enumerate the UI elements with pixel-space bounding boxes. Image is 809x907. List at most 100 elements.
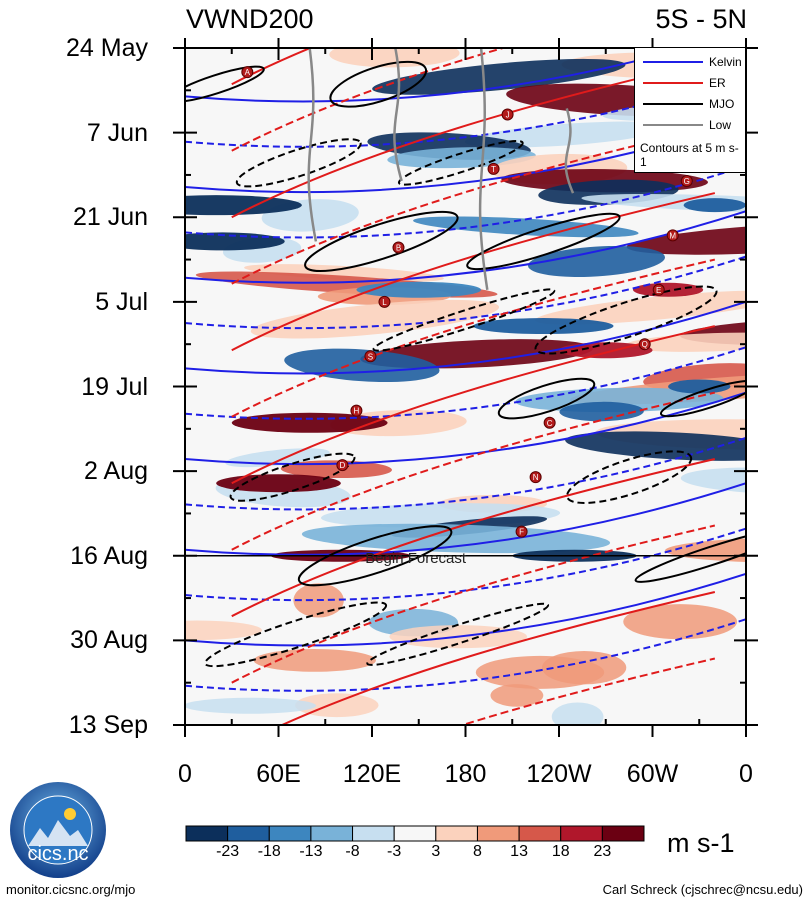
colorbar-swatch: [185, 825, 229, 842]
storm-marker: H: [350, 404, 363, 417]
anomaly-patch: [372, 58, 626, 95]
anomaly-patch: [413, 216, 639, 238]
footer-url[interactable]: monitor.cicsnc.org/mjo: [6, 882, 136, 897]
colorbar-swatch: [560, 825, 603, 842]
y-tick-label: 7 Jun: [86, 118, 148, 147]
er-contour: [231, 48, 313, 86]
colorbar-label: -3: [387, 843, 402, 860]
legend-label: Low: [709, 118, 732, 132]
svg-text:M: M: [669, 231, 676, 240]
colorbar-units: m s-1: [667, 828, 735, 858]
colorbar-swatch: [268, 825, 312, 842]
colorbar-swatch: [227, 825, 270, 842]
anomaly-patch: [680, 467, 746, 495]
kelvin-contour: [185, 527, 746, 602]
kelvin-contour: [185, 482, 746, 556]
x-tick-label: 60W: [626, 760, 679, 788]
x-tick-label: 180: [444, 760, 487, 788]
storm-markers: ABCKLNGSFMHJEDTQ: [241, 66, 707, 538]
anomaly-core: [473, 318, 614, 335]
anomaly-patch: [527, 245, 665, 278]
mjo-contour: [366, 602, 550, 666]
colorbar-swatch: [518, 825, 562, 842]
svg-text:E: E: [656, 286, 661, 295]
contour-legend: Contours at 5 m s-1 Kelvin ER MJO Low: [634, 47, 746, 173]
x-tick-label: 0: [739, 760, 753, 788]
logo-text: cics.nc: [27, 843, 88, 865]
mjo-contour: [659, 379, 746, 418]
svg-text:D: D: [340, 461, 346, 470]
kelvin-contour: [185, 346, 746, 420]
anomaly-patch: [301, 523, 611, 554]
storm-marker: D: [336, 459, 349, 472]
svg-text:N: N: [533, 473, 539, 482]
colorbar-swatch: [393, 825, 437, 842]
low-contour: [478, 48, 489, 290]
svg-text:L: L: [382, 298, 387, 307]
er-contour: [231, 258, 716, 418]
storm-marker: B: [392, 241, 405, 254]
svg-text:J: J: [506, 110, 510, 119]
anomaly-patch: [244, 264, 444, 282]
anomaly-patch: [515, 387, 724, 413]
storm-marker: E: [652, 283, 665, 296]
mjo-contour: [229, 452, 356, 502]
mjo-contour: [566, 450, 693, 504]
anomaly-patch: [626, 222, 746, 255]
forecast-anomaly: [541, 650, 627, 685]
storm-marker: N: [529, 471, 542, 484]
mjo-contour: [304, 210, 459, 272]
anomaly-core: [633, 282, 704, 297]
colorbar-label: 3: [431, 843, 441, 860]
mjo-contour: [466, 212, 621, 271]
anomaly-core: [231, 412, 388, 433]
legend-label: Kelvin: [709, 55, 742, 69]
er-contour: [231, 524, 716, 684]
svg-text:G: G: [684, 177, 690, 186]
low-contour: [393, 48, 403, 182]
y-tick-label: 24 May: [66, 34, 148, 62]
mjo-contour: [372, 288, 556, 352]
colorbar-label: 18: [551, 843, 570, 860]
storm-marker: J: [501, 108, 514, 121]
mjo-contour: [329, 60, 428, 108]
forecast-anomaly: [185, 620, 262, 641]
anomaly-core: [185, 232, 285, 251]
anomaly-patch: [559, 401, 644, 422]
tick-marks: [173, 38, 758, 737]
anomaly-core: [356, 281, 482, 298]
forecast-anomaly: [253, 649, 376, 672]
storm-marker: G: [680, 174, 693, 187]
svg-text:S: S: [368, 352, 373, 361]
legend-label: ER: [709, 76, 726, 90]
colorbar-label: 23: [593, 843, 612, 860]
low-contour: [307, 48, 318, 242]
storm-marker: L: [378, 295, 391, 308]
svg-text:T: T: [491, 165, 496, 174]
svg-text:F: F: [519, 528, 524, 537]
low-contour: [564, 108, 575, 194]
svg-text:H: H: [354, 407, 360, 416]
forecast-anomaly: [490, 684, 544, 707]
er-contour: [231, 125, 716, 285]
svg-text:C: C: [547, 419, 553, 428]
colorbar: [185, 825, 645, 842]
anomaly-core: [683, 198, 746, 213]
legend-label: MJO: [709, 97, 735, 111]
forecast-anomaly: [185, 697, 317, 714]
svg-text:A: A: [245, 68, 251, 77]
er-contour: [231, 192, 716, 352]
mjo-contour: [185, 65, 265, 103]
er-contour: [459, 657, 716, 725]
colorbar-label: -8: [345, 843, 360, 860]
mjo-contour: [204, 601, 388, 668]
y-tick-label: 21 Jun: [72, 203, 148, 232]
colorbar-label: 13: [510, 843, 528, 860]
legend-swatch: [643, 103, 703, 105]
svg-text:B: B: [396, 243, 401, 252]
y-tick-label: 13 Sep: [68, 711, 148, 739]
y-tick-label: 2 Aug: [84, 457, 148, 486]
chart-title-right: 5S - 5N: [655, 4, 747, 34]
